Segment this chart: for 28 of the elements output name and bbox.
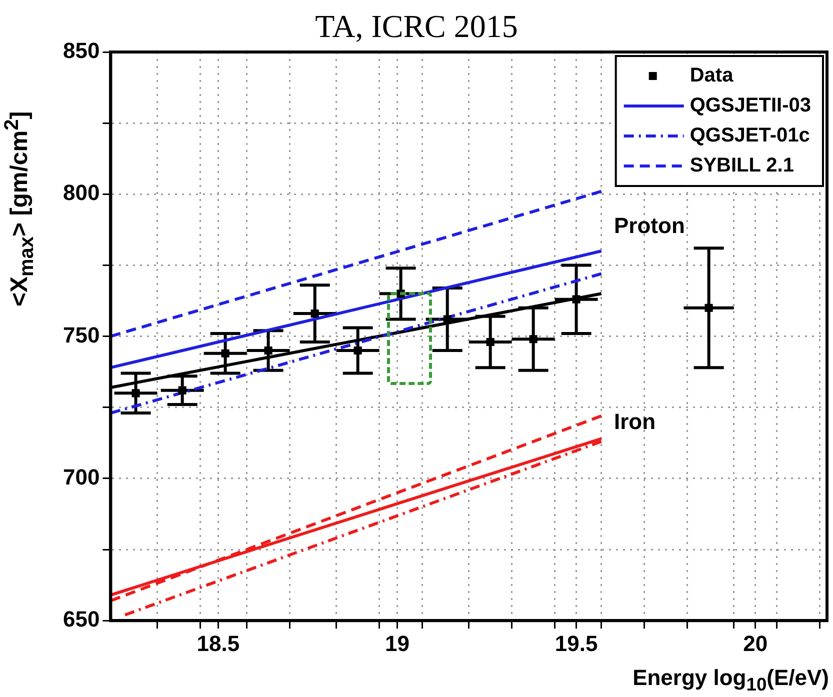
legend-label: QGSJET-01c	[690, 124, 810, 147]
x-tick-label: 19	[384, 630, 410, 656]
point	[529, 335, 538, 344]
annotation: Proton	[614, 213, 685, 239]
point	[132, 389, 140, 398]
y-tick-label: 750	[62, 322, 100, 348]
point	[221, 349, 230, 358]
point	[310, 310, 319, 318]
y-tick-label: 650	[62, 606, 100, 632]
x-tick-label: 18.5	[196, 630, 240, 656]
point	[354, 346, 362, 355]
y-tick-label: 850	[62, 38, 100, 64]
x-axis-title: Energy log$_{10}$(E/eV)	[632, 664, 829, 695]
point	[486, 338, 494, 346]
point	[178, 386, 186, 394]
point	[572, 295, 580, 304]
annotation: Iron	[614, 409, 656, 435]
point	[704, 304, 713, 312]
legend-label: SYBILL 2.1	[690, 154, 794, 177]
legend-label: QGSJETII-03	[690, 94, 812, 117]
x-tick-label: 19.5	[554, 630, 598, 656]
legend-label: Data	[690, 64, 734, 87]
y-tick-label: 700	[62, 464, 100, 490]
y-tick-label: 800	[62, 180, 100, 206]
point	[443, 315, 452, 324]
chart-title: TA, ICRC 2015	[315, 8, 518, 44]
point	[264, 346, 272, 355]
x-tick-label: 20	[743, 630, 768, 656]
